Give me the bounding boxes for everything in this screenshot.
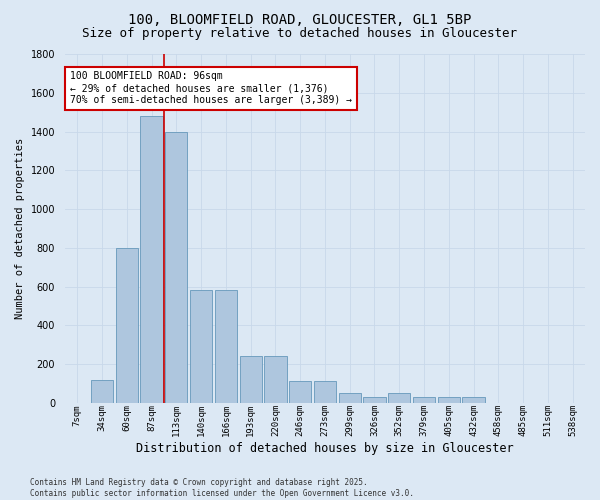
Bar bbox=[413, 397, 435, 403]
Bar bbox=[116, 248, 138, 403]
Text: 100 BLOOMFIELD ROAD: 96sqm
← 29% of detached houses are smaller (1,376)
70% of s: 100 BLOOMFIELD ROAD: 96sqm ← 29% of deta… bbox=[70, 72, 352, 104]
Bar bbox=[364, 397, 386, 403]
Bar bbox=[165, 132, 187, 403]
Text: Size of property relative to detached houses in Gloucester: Size of property relative to detached ho… bbox=[83, 28, 517, 40]
Bar bbox=[190, 290, 212, 403]
Text: 100, BLOOMFIELD ROAD, GLOUCESTER, GL1 5BP: 100, BLOOMFIELD ROAD, GLOUCESTER, GL1 5B… bbox=[128, 12, 472, 26]
Bar bbox=[314, 382, 336, 403]
Bar bbox=[289, 382, 311, 403]
X-axis label: Distribution of detached houses by size in Gloucester: Distribution of detached houses by size … bbox=[136, 442, 514, 455]
Bar bbox=[463, 397, 485, 403]
Bar bbox=[239, 356, 262, 403]
Text: Contains HM Land Registry data © Crown copyright and database right 2025.
Contai: Contains HM Land Registry data © Crown c… bbox=[30, 478, 414, 498]
Y-axis label: Number of detached properties: Number of detached properties bbox=[15, 138, 25, 319]
Bar bbox=[264, 356, 287, 403]
Bar bbox=[437, 397, 460, 403]
Bar bbox=[91, 380, 113, 403]
Bar bbox=[215, 290, 237, 403]
Bar bbox=[338, 393, 361, 403]
Bar bbox=[140, 116, 163, 403]
Bar bbox=[388, 393, 410, 403]
